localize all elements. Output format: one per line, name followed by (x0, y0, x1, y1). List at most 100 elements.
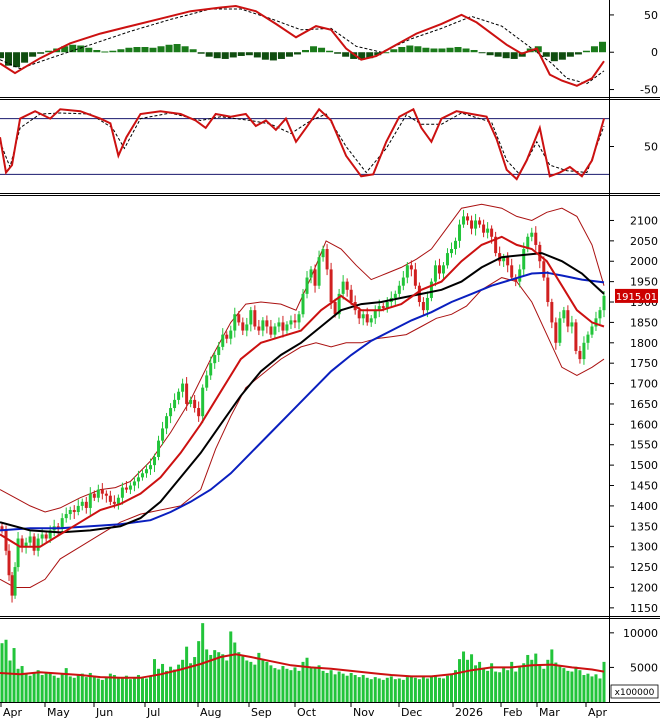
volume-bar (68, 676, 72, 702)
macd-histogram-bar (406, 45, 414, 53)
time-axis-label: Oct (297, 706, 317, 719)
candle-body (373, 310, 377, 319)
candle-body (20, 538, 24, 547)
volume-bar (578, 670, 582, 702)
volume-bar (393, 679, 397, 702)
macd-histogram-bar (374, 52, 382, 56)
volume-bar (586, 673, 590, 702)
volume-bar (433, 675, 437, 702)
time-axis: Apr May Jun Jul Aug Sep Oct Nov Dec 2026 Feb Mar Apr (0, 702, 608, 719)
macd-histogram-bar (285, 52, 293, 57)
macd-histogram-bar (350, 52, 358, 59)
time-axis-label: Apr (588, 706, 608, 719)
candle-body (225, 334, 229, 339)
candle-body (173, 399, 177, 409)
volume-bar (225, 660, 229, 702)
macd-histogram-bar (454, 47, 462, 53)
candle-body (470, 220, 474, 229)
volume-bar (397, 678, 401, 702)
candle-body (385, 302, 389, 309)
candle-body (205, 375, 209, 388)
macd-histogram-bar (245, 52, 253, 56)
candle-body (217, 346, 221, 356)
candle-body (221, 334, 225, 347)
price-axis-tick-label: 1200 (630, 581, 658, 594)
volume-bar (562, 668, 566, 702)
candle-body (10, 575, 14, 596)
candle-body (148, 465, 152, 470)
stochastic-panel: 50 (0, 107, 658, 181)
macd-histogram-bar (5, 52, 13, 66)
volume-bar (72, 677, 76, 702)
macd-histogram-bar (358, 52, 366, 60)
volume-bar (325, 672, 329, 702)
candle-body (241, 322, 245, 331)
volume-bar (104, 677, 108, 702)
macd-histogram-bar (334, 52, 342, 54)
volume-unit-label: x100000 (615, 688, 655, 698)
volume-bar (281, 666, 285, 702)
volume-bar (169, 666, 173, 702)
volume-bar (297, 670, 301, 702)
volume-bar (273, 668, 277, 702)
candle-body (285, 324, 289, 331)
volume-bar (522, 663, 526, 702)
moving-average-black (0, 252, 605, 534)
candle-body (570, 322, 574, 327)
macd-histogram-bar (0, 52, 4, 59)
candle-body (144, 469, 148, 474)
price-panel: 2100205020001950190018501800175017001650… (0, 203, 658, 615)
candle-body (132, 481, 136, 486)
candle-body (265, 320, 269, 327)
macd-histogram-bar (149, 47, 157, 53)
candle-body (365, 314, 369, 323)
stochastic-axis: 50 (609, 141, 658, 154)
candle-body (301, 293, 305, 315)
candle-body (590, 326, 594, 335)
price-axis-tick-label: 2100 (630, 214, 658, 227)
volume-bar (510, 661, 514, 702)
volume-bar (421, 677, 425, 702)
volume-bar (401, 679, 405, 702)
volume-bar (333, 674, 337, 702)
volume-bar (305, 657, 309, 702)
candle-body (345, 281, 349, 290)
volume-bar (518, 667, 522, 702)
macd-histogram-bar (590, 46, 598, 53)
macd-histogram-bar (109, 50, 117, 53)
macd-histogram-bar (61, 46, 69, 53)
candle-body (257, 326, 261, 331)
volume-bar (498, 672, 502, 702)
candle-body (429, 281, 433, 298)
macd-panel: 50 0 -50 (0, 4, 658, 97)
candle-body (526, 236, 530, 250)
volume-bar (249, 661, 253, 702)
volume-bar (36, 670, 40, 702)
volume-bar (466, 659, 470, 702)
candle-body (578, 350, 582, 360)
candle-body (397, 285, 401, 294)
candle-body (550, 302, 554, 323)
macd-histogram-bar (502, 52, 510, 59)
macd-histogram-bar (189, 49, 197, 53)
volume-bar (329, 670, 333, 702)
time-axis-label: 2026 (455, 706, 483, 719)
price-axis-tick-label: 1800 (630, 337, 658, 350)
volume-axis-tick-label: 5000 (630, 661, 658, 674)
candle-body (405, 265, 409, 278)
volume-bar (349, 672, 353, 702)
volume-bar (582, 675, 586, 702)
volume-bar (341, 673, 345, 702)
candle-body (64, 514, 68, 519)
candle-body (305, 277, 309, 294)
volume-bar (486, 670, 490, 702)
macd-histogram-bar (69, 44, 77, 53)
candle-body (341, 281, 345, 294)
volume-bar (490, 663, 494, 702)
macd-line (0, 4, 605, 87)
volume-bar (602, 661, 606, 702)
volume-bar (470, 654, 474, 702)
volume-bar (458, 659, 462, 702)
candle-body (409, 265, 413, 270)
volume-bar (120, 678, 124, 702)
